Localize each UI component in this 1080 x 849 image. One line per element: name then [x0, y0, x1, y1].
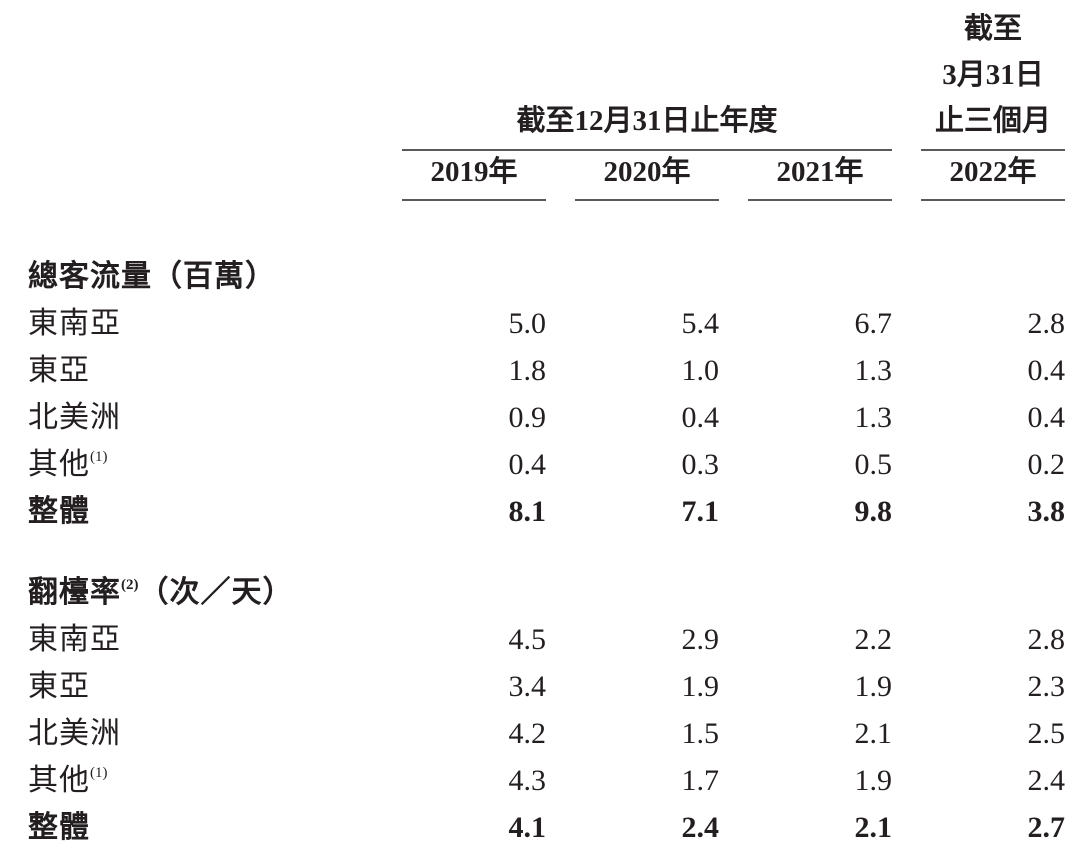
cell-2019: 3.4: [508, 670, 547, 703]
cell-2021: 6.7: [854, 307, 893, 340]
cell-2020: 5.4: [681, 307, 720, 340]
section-title-text: 翻檯率: [28, 576, 121, 609]
cell-2019: 4.1: [508, 811, 547, 844]
cell-2020: 0.4: [681, 401, 720, 434]
cell-2020: 1.5: [681, 717, 720, 750]
table-row: 東亞 1.8 1.0 1.3 0.4: [28, 347, 1065, 394]
cell-2020: 2.4: [681, 811, 720, 844]
cell-2022: 0.4: [1027, 354, 1066, 387]
cell-2020: 2.9: [681, 623, 720, 656]
quarter-period-label-line1: 截至: [963, 13, 1022, 45]
row-label: 北美洲: [28, 710, 373, 757]
cell-2019: 4.2: [508, 717, 547, 750]
cell-2021: 2.1: [854, 717, 893, 750]
region-name: 其他: [28, 764, 90, 797]
cell-2021: 1.3: [854, 354, 893, 387]
header-line-1: 截至: [28, 6, 1036, 52]
section-title: 翻檯率(2)（次／天）: [28, 569, 373, 616]
annual-period-label: 截至12月31日止年度: [402, 98, 892, 151]
region-name: 整體: [28, 495, 90, 528]
row-label: 北美洲: [28, 394, 373, 441]
quarter-period-label-line3: 止三個月: [921, 98, 1065, 151]
cell-2021: 2.1: [854, 811, 893, 844]
footnote-marker: (1): [90, 765, 108, 781]
cell-2022: 0.4: [1027, 401, 1066, 434]
section-table-turnover-rate: 翻檯率(2)（次／天） 東南亞 4.5 2.9 2.2 2.8 東亞 3.4 1…: [28, 569, 1065, 849]
year-header-row: 2019年 2020年 2021年 2022年: [28, 151, 1065, 201]
section-title-row: 翻檯率(2)（次／天）: [28, 569, 1036, 616]
cell-2019: 4.5: [508, 623, 547, 656]
cell-2021: 1.9: [854, 670, 893, 703]
region-name: 東南亞: [28, 307, 121, 340]
cell-2022: 2.4: [1027, 764, 1066, 797]
region-name: 整體: [28, 811, 90, 844]
year-header-2020: 2020年: [575, 151, 719, 201]
cell-2020: 1.0: [681, 354, 720, 387]
header-line-2: 3月31日: [28, 52, 1044, 98]
year-header-2022: 2022年: [921, 151, 1065, 201]
row-label: 整體: [28, 488, 373, 535]
table-row: 東南亞 4.5 2.9 2.2 2.8: [28, 616, 1065, 663]
table-row: 東亞 3.4 1.9 1.9 2.3: [28, 663, 1065, 710]
table-row-total: 整體 4.1 2.4 2.1 2.7: [28, 804, 1065, 849]
quarter-period-label-line2: 3月31日: [942, 59, 1044, 91]
cell-2021: 0.5: [854, 448, 893, 481]
region-name: 東亞: [28, 354, 90, 387]
cell-2021: 9.8: [854, 495, 893, 528]
row-label: 東南亞: [28, 616, 373, 663]
section-total-guest-traffic: 總客流量（百萬） 東南亞 5.0 5.4 6.7 2.8 東亞 1.8 1.0 …: [28, 253, 1065, 535]
table-row: 東南亞 5.0 5.4 6.7 2.8: [28, 300, 1065, 347]
row-label: 東亞: [28, 663, 373, 710]
year-header-2021: 2021年: [748, 151, 892, 201]
cell-2019: 4.3: [508, 764, 547, 797]
cell-2022: 2.8: [1027, 307, 1066, 340]
cell-2019: 0.4: [508, 448, 547, 481]
region-name: 其他: [28, 448, 90, 481]
footnote-marker: (1): [90, 449, 108, 465]
cell-2020: 1.7: [681, 764, 720, 797]
year-header-2019: 2019年: [402, 151, 546, 201]
cell-2022: 2.7: [1027, 811, 1066, 844]
region-name: 東南亞: [28, 623, 121, 656]
row-label: 東亞: [28, 347, 373, 394]
row-label: 東南亞: [28, 300, 373, 347]
row-label: 其他(1): [28, 757, 373, 804]
cell-2022: 3.8: [1027, 495, 1066, 528]
footnote-marker: (2): [121, 577, 139, 593]
region-name: 北美洲: [28, 401, 121, 434]
cell-2021: 2.2: [854, 623, 893, 656]
cell-2019: 8.1: [508, 495, 547, 528]
table-row: 其他(1) 4.3 1.7 1.9 2.4: [28, 757, 1065, 804]
cell-2020: 7.1: [681, 495, 720, 528]
table-header: 截至 3月31日 截至12月31日止年度 止三個月 2019年 2020年 20…: [28, 6, 1065, 201]
cell-2022: 2.3: [1027, 670, 1066, 703]
header-line-3: 截至12月31日止年度 止三個月: [28, 98, 1065, 151]
cell-2022: 2.5: [1027, 717, 1066, 750]
cell-2021: 1.3: [854, 401, 893, 434]
section-title-row: 總客流量（百萬）: [28, 253, 1036, 300]
region-name: 北美洲: [28, 717, 121, 750]
cell-2020: 1.9: [681, 670, 720, 703]
section-title-unit: （次／天）: [138, 576, 294, 609]
cell-2022: 0.2: [1027, 448, 1066, 481]
cell-2021: 1.9: [854, 764, 893, 797]
section-title-text: 總客流量（百萬）: [28, 260, 276, 293]
cell-2022: 2.8: [1027, 623, 1066, 656]
row-label: 其他(1): [28, 441, 373, 488]
section-title: 總客流量（百萬）: [28, 253, 373, 300]
table-row-total: 整體 8.1 7.1 9.8 3.8: [28, 488, 1065, 535]
table-row: 北美洲 0.9 0.4 1.3 0.4: [28, 394, 1065, 441]
table-row: 其他(1) 0.4 0.3 0.5 0.2: [28, 441, 1065, 488]
region-name: 東亞: [28, 670, 90, 703]
cell-2019: 0.9: [508, 401, 547, 434]
cell-2019: 5.0: [508, 307, 547, 340]
row-label: 整體: [28, 804, 373, 849]
table-row: 北美洲 4.2 1.5 2.1 2.5: [28, 710, 1065, 757]
cell-2020: 0.3: [681, 448, 720, 481]
cell-2019: 1.8: [508, 354, 547, 387]
